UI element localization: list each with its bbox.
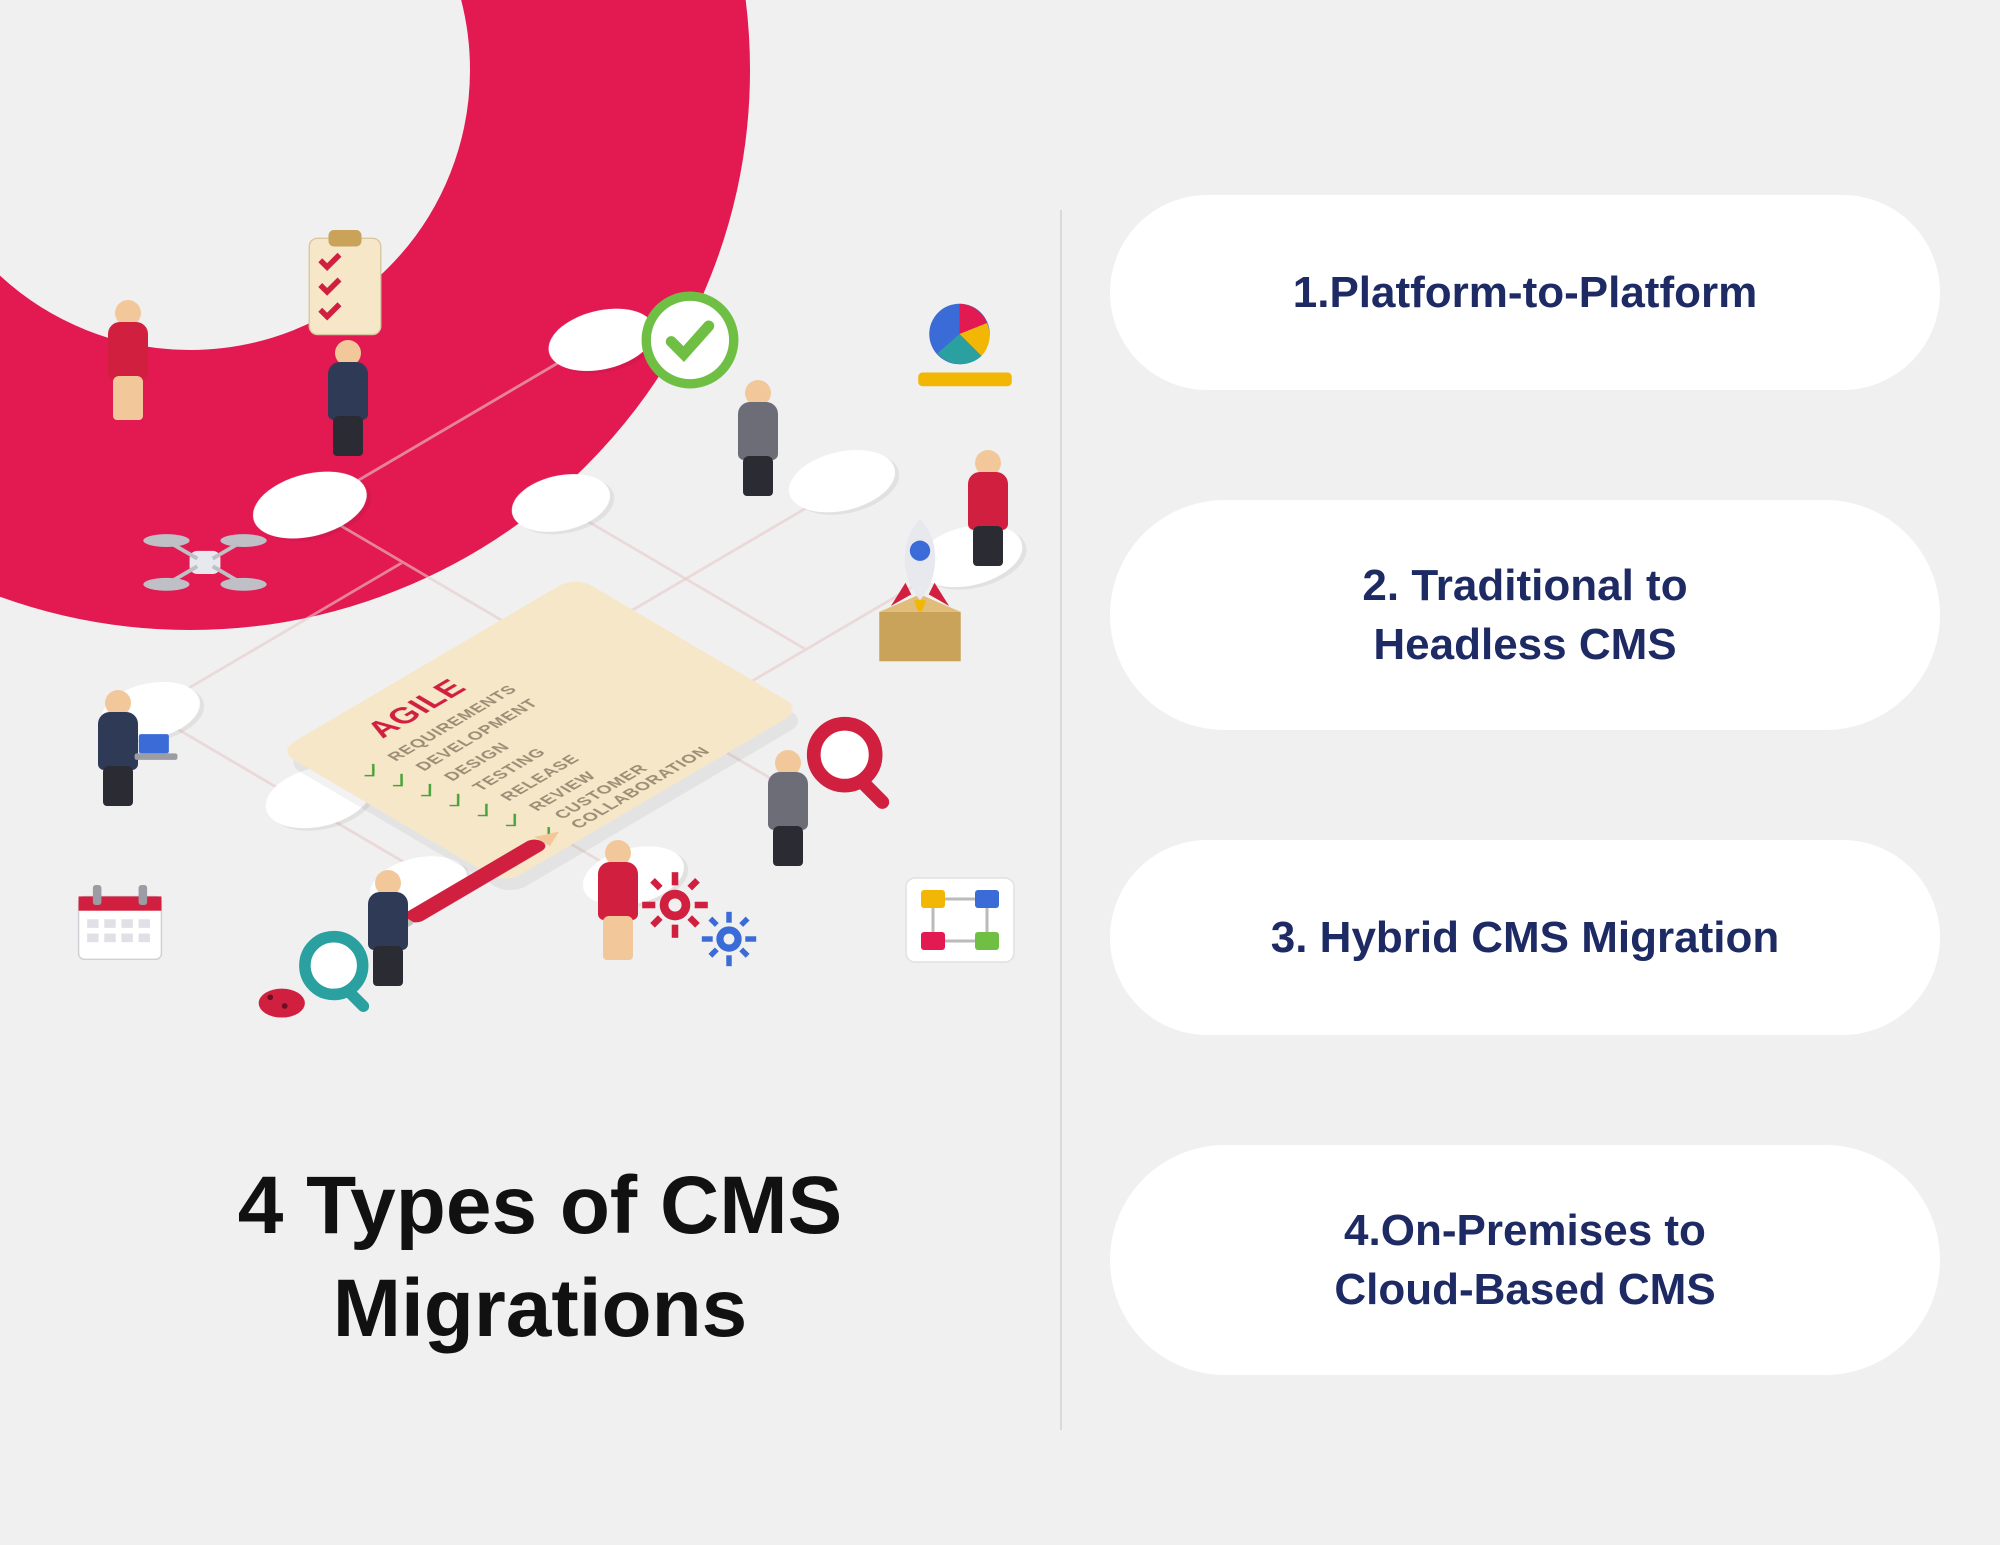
calendar-icon — [70, 880, 170, 970]
list-item: 2. Traditional to Headless CMS — [1110, 500, 1940, 730]
check-badge-icon — [640, 290, 740, 390]
person-icon — [320, 340, 376, 460]
person-icon — [100, 300, 156, 420]
rocket-icon — [860, 510, 980, 670]
page-title: 4 Types of CMS Migrations — [105, 1155, 975, 1360]
laptop-icon — [134, 732, 178, 762]
gear-icon — [700, 910, 758, 968]
title-line-2: Migrations — [333, 1263, 748, 1354]
flowchart-icon — [900, 870, 1020, 970]
migration-types-list: 1.Platform-to-Platform 2. Traditional to… — [1110, 195, 1940, 1375]
chart-icon — [910, 290, 1020, 400]
infographic-canvas: 4 Types of CMS Migrations 1.Platform-to-… — [0, 0, 2000, 1545]
list-item: 1.Platform-to-Platform — [1110, 195, 1940, 390]
drone-icon — [140, 520, 270, 610]
checklist-icon — [300, 230, 390, 340]
person-icon — [590, 840, 646, 960]
list-item-label: 2. Traditional to Headless CMS — [1362, 556, 1687, 675]
list-item: 4.On-Premises to Cloud-Based CMS — [1110, 1145, 1940, 1375]
person-icon — [730, 380, 786, 500]
bug-magnifier-icon — [250, 920, 380, 1040]
vertical-divider — [1060, 210, 1062, 1430]
list-item: 3. Hybrid CMS Migration — [1110, 840, 1940, 1035]
magnifier-icon — [800, 710, 910, 820]
list-item-label: 1.Platform-to-Platform — [1293, 263, 1757, 322]
list-item-label: 4.On-Premises to Cloud-Based CMS — [1334, 1201, 1715, 1320]
list-item-label: 3. Hybrid CMS Migration — [1271, 908, 1779, 967]
title-line-1: 4 Types of CMS — [238, 1160, 842, 1251]
agile-illustration: AGILE REQUIREMENTS DEVELOPMENT DESIGN TE… — [30, 150, 1060, 1070]
